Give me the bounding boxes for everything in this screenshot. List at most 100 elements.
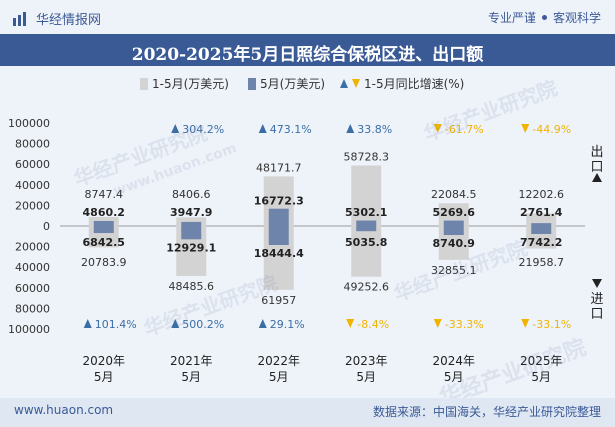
brand-tags: 专业严谨 客观科学	[488, 9, 601, 26]
import-cumulative-label: 61957	[261, 294, 296, 307]
y-tick-label: 80000	[15, 302, 50, 315]
footer-site: www.huaon.com	[14, 403, 114, 417]
export-cumulative-label: 8406.6	[172, 188, 211, 201]
import-growth-label: 29.1%	[270, 318, 305, 331]
import-monthly-bar	[443, 226, 464, 236]
export-growth-label: 33.8%	[357, 123, 392, 136]
import-growth-down-icon	[346, 319, 355, 328]
import-monthly-bar	[356, 226, 377, 232]
export-cumulative-bar	[176, 217, 207, 226]
export-monthly-bar	[356, 220, 377, 226]
legend-label: 1-5月同比增速(%)	[364, 77, 464, 91]
x-tick-label: 2022年	[257, 354, 300, 368]
x-tick-label: 2025年	[520, 354, 563, 368]
export-monthly-label: 2761.4	[520, 206, 563, 219]
import-monthly-bar	[531, 226, 552, 234]
export-monthly-label: 3947.9	[170, 206, 212, 219]
import-growth-label: 101.4%	[95, 318, 137, 331]
export-growth-label: 304.2%	[182, 123, 224, 136]
brand-name: 华经情报网	[36, 13, 102, 28]
x-tick-label: 5月	[94, 370, 114, 384]
import-monthly-label: 6842.5	[83, 236, 125, 249]
import-growth-up-icon	[258, 319, 267, 328]
import-cumulative-label: 21958.7	[519, 256, 565, 269]
x-tick-label: 5月	[356, 370, 376, 384]
export-cumulative-label: 48171.7	[256, 161, 302, 174]
export-monthly-bar	[181, 221, 202, 226]
import-growth-down-icon	[521, 319, 530, 328]
x-tick-label: 2023年	[345, 354, 388, 368]
brand-logo-icon	[13, 12, 26, 26]
export-monthly-bar	[93, 220, 114, 226]
legend-swatch	[248, 78, 256, 90]
export-growth-down-icon	[521, 124, 530, 133]
y-tick-label: 20000	[15, 199, 50, 212]
import-monthly-label: 12929.1	[166, 241, 216, 254]
x-tick-label: 2020年	[82, 354, 125, 368]
import-cumulative-label: 20783.9	[81, 256, 127, 269]
legend-label: 5月(万美元)	[260, 77, 325, 91]
import-cumulative-label: 32855.1	[431, 264, 477, 277]
x-tick-label: 5月	[181, 370, 201, 384]
top-bar: 华经情报网 专业严谨 客观科学	[0, 0, 615, 34]
import-growth-label: -8.4%	[357, 318, 389, 331]
export-monthly-label: 5269.6	[433, 206, 476, 219]
side-label-export: 口	[590, 160, 603, 175]
import-monthly-bar	[181, 226, 202, 240]
import-monthly-label: 18444.4	[254, 247, 304, 260]
import-growth-label: -33.3%	[445, 318, 484, 331]
import-growth-label: -33.1%	[532, 318, 571, 331]
x-tick-label: 5月	[444, 370, 464, 384]
export-cumulative-label: 58728.3	[344, 151, 390, 164]
import-monthly-bar	[93, 226, 114, 234]
export-growth-label: -61.7%	[445, 123, 484, 136]
import-growth-label: 500.2%	[182, 318, 224, 331]
export-growth-label: 473.1%	[270, 123, 312, 136]
y-tick-label: 60000	[15, 158, 50, 171]
import-arrow-down-icon	[592, 279, 602, 288]
y-tick-label: 40000	[15, 261, 50, 274]
export-monthly-bar	[443, 220, 464, 226]
title-band: 2020-2025年5月日照综合保税区进、出口额	[0, 34, 615, 66]
separator-dot-icon	[541, 15, 547, 20]
legend-down-triangle-icon	[352, 79, 360, 88]
y-tick-label: 20000	[15, 241, 50, 254]
import-cumulative-bar	[351, 226, 382, 277]
export-growth-label: -44.9%	[532, 123, 571, 136]
export-monthly-bar	[268, 208, 289, 226]
import-growth-down-icon	[433, 319, 442, 328]
import-cumulative-label: 48485.6	[169, 280, 215, 293]
export-growth-up-icon	[346, 124, 355, 133]
y-tick-label: 0	[43, 220, 50, 233]
export-cumulative-label: 22084.5	[431, 188, 477, 201]
export-monthly-label: 5302.1	[345, 206, 387, 219]
footer: www.huaon.com 数据来源：中国海关，华经产业研究院整理	[0, 398, 615, 427]
y-tick-label: 40000	[15, 179, 50, 192]
export-monthly-label: 4860.2	[83, 206, 125, 219]
y-tick-label: 80000	[15, 138, 50, 151]
export-cumulative-bar	[438, 203, 469, 226]
import-monthly-bar	[268, 226, 289, 245]
import-monthly-label: 7742.2	[520, 236, 562, 249]
x-tick-label: 2021年	[170, 354, 213, 368]
export-arrow-up-icon	[592, 173, 602, 182]
export-cumulative-bar	[351, 165, 382, 226]
import-monthly-label: 5035.8	[345, 236, 387, 249]
export-cumulative-label: 12202.6	[519, 188, 565, 201]
export-growth-down-icon	[433, 124, 442, 133]
footer-source: 数据来源：中国海关，华经产业研究院整理	[372, 405, 601, 419]
tag-objective: 客观科学	[552, 11, 601, 25]
import-cumulative-label: 49252.6	[344, 281, 390, 294]
tag-professional: 专业严谨	[487, 11, 536, 25]
side-label-import: 进	[590, 292, 603, 307]
export-cumulative-bar	[526, 213, 557, 226]
y-tick-label: 60000	[15, 282, 50, 295]
chart: 1-5月(万美元) 5月(万美元) 1-5月同比增速(%) 100000 80000 60…	[8, 77, 604, 384]
side-label-export: 出	[590, 145, 603, 160]
legend-up-triangle-icon	[340, 79, 348, 88]
legend-label: 1-5月(万美元)	[152, 77, 229, 91]
y-tick-label: 100000	[8, 323, 50, 336]
chart-title: 2020-2025年5月日照综合保税区进、出口额	[131, 45, 484, 65]
export-cumulative-label: 8747.4	[85, 188, 124, 201]
x-tick-label: 5月	[269, 370, 289, 384]
